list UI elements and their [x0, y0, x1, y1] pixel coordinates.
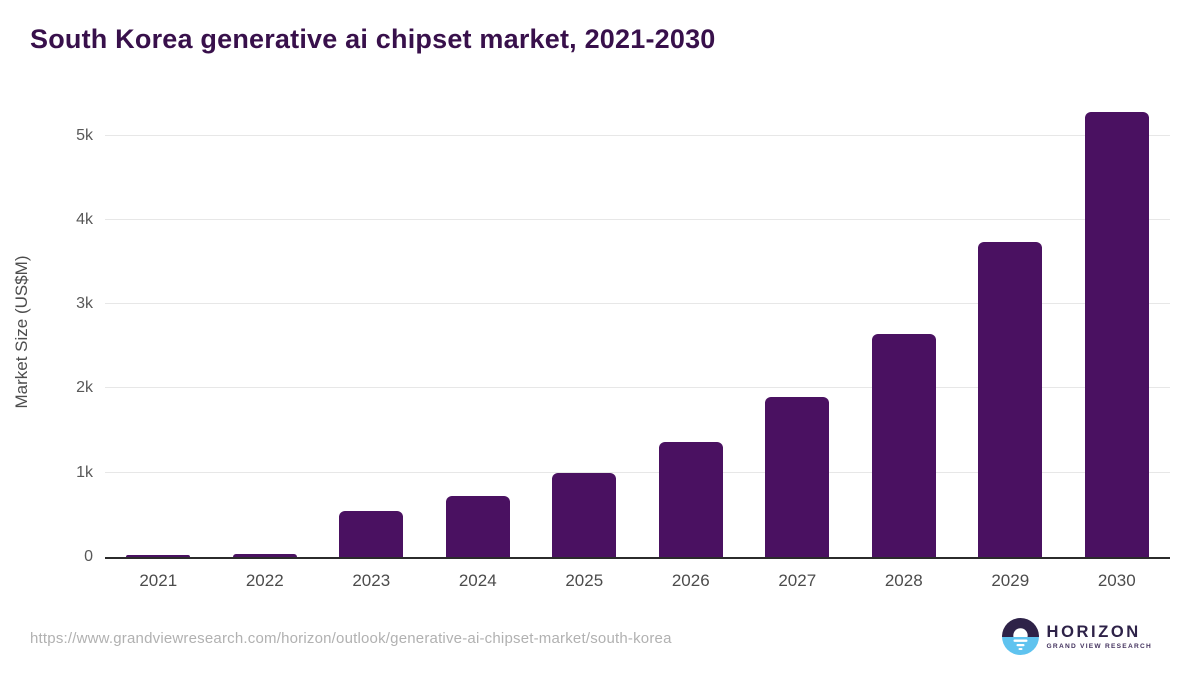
x-label-2023: 2023 — [352, 571, 391, 590]
gridline-1k — [105, 471, 1170, 473]
horizon-logo-brand: HORIZON — [1046, 622, 1141, 641]
gridline-4k — [105, 218, 1170, 220]
plot-area — [105, 102, 1170, 559]
bar-slot-2021 — [105, 102, 212, 557]
bar-slot-2030 — [1064, 102, 1171, 557]
bar-2023[interactable] — [339, 511, 404, 557]
x-label-2028: 2028 — [884, 571, 923, 590]
bar-2029[interactable] — [978, 241, 1043, 557]
bar-2021[interactable] — [126, 555, 191, 557]
gridline-5k — [105, 134, 1170, 136]
x-label-2021: 2021 — [139, 571, 178, 590]
bar-slot-2024 — [425, 102, 532, 557]
y-tick-4k: 4k — [76, 210, 93, 228]
x-label-2025: 2025 — [565, 571, 604, 590]
horizon-logo-icon — [1001, 618, 1039, 655]
horizon-logo: HORIZON GRAND VIEW RESEARCH — [1001, 618, 1152, 655]
x-label-2022: 2022 — [245, 571, 284, 590]
y-tick-5k: 5k — [76, 126, 93, 144]
bar-2028[interactable] — [871, 333, 936, 557]
y-tick-3k: 3k — [76, 295, 93, 313]
horizon-logo-subbrand: GRAND VIEW RESEARCH — [1046, 643, 1152, 651]
x-label-2030: 2030 — [1097, 571, 1136, 590]
bar-slot-2028 — [851, 102, 958, 557]
bar-slot-2023 — [318, 102, 425, 557]
bar-2022[interactable] — [232, 553, 297, 557]
x-label-2029: 2029 — [991, 571, 1030, 590]
y-tick-2k: 2k — [76, 379, 93, 397]
x-axis-labels: 2021 2022 2023 2024 2025 2026 2027 2028 2029 2030 — [105, 571, 1170, 591]
bar-slot-2022 — [212, 102, 319, 557]
bar-slot-2029 — [957, 102, 1064, 557]
bar-2027[interactable] — [765, 396, 830, 557]
x-label-2024: 2024 — [458, 571, 497, 590]
bar-slot-2027 — [744, 102, 851, 557]
horizon-logo-text: HORIZON GRAND VIEW RESEARCH — [1047, 623, 1152, 650]
gridline-2k — [105, 387, 1170, 389]
y-tick-1k: 1k — [76, 463, 93, 481]
y-tick-0: 0 — [84, 548, 93, 565]
page-title: South Korea generative ai chipset market… — [30, 24, 716, 54]
bar-slot-2026 — [638, 102, 745, 557]
bar-2025[interactable] — [552, 472, 617, 557]
bar-series — [105, 102, 1170, 557]
x-label-2027: 2027 — [778, 571, 817, 590]
gridline-3k — [105, 303, 1170, 305]
y-axis-ticks: 0 1k 2k 3k 4k 5k — [30, 102, 93, 564]
bar-slot-2025 — [531, 102, 638, 557]
x-label-2026: 2026 — [671, 571, 710, 590]
source-url: https://www.grandviewresearch.com/horizo… — [30, 630, 672, 647]
bar-2030[interactable] — [1084, 112, 1149, 557]
bar-2024[interactable] — [445, 496, 510, 557]
bar-2026[interactable] — [658, 441, 723, 557]
y-axis-title: Market Size (US$M) — [12, 255, 31, 409]
